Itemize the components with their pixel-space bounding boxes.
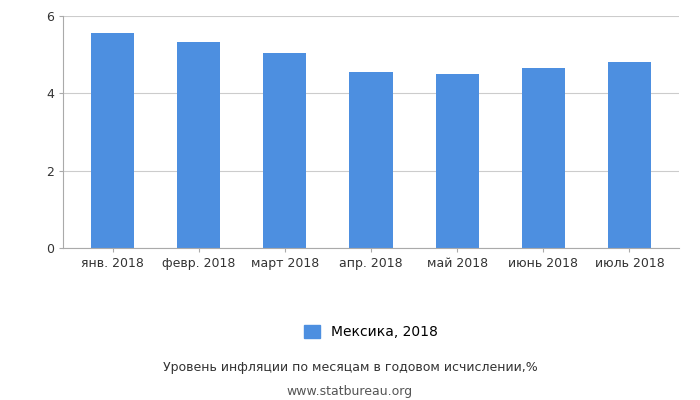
Legend: Мексика, 2018: Мексика, 2018 [298,320,444,345]
Bar [91,34,134,248]
Bar [608,62,651,248]
Bar [435,74,479,248]
Text: www.statbureau.org: www.statbureau.org [287,386,413,398]
Bar [263,53,307,248]
Text: Уровень инфляции по месяцам в годовом исчислении,%: Уровень инфляции по месяцам в годовом ис… [162,362,538,374]
Bar [349,72,393,248]
Bar [177,42,220,248]
Bar [522,68,565,248]
